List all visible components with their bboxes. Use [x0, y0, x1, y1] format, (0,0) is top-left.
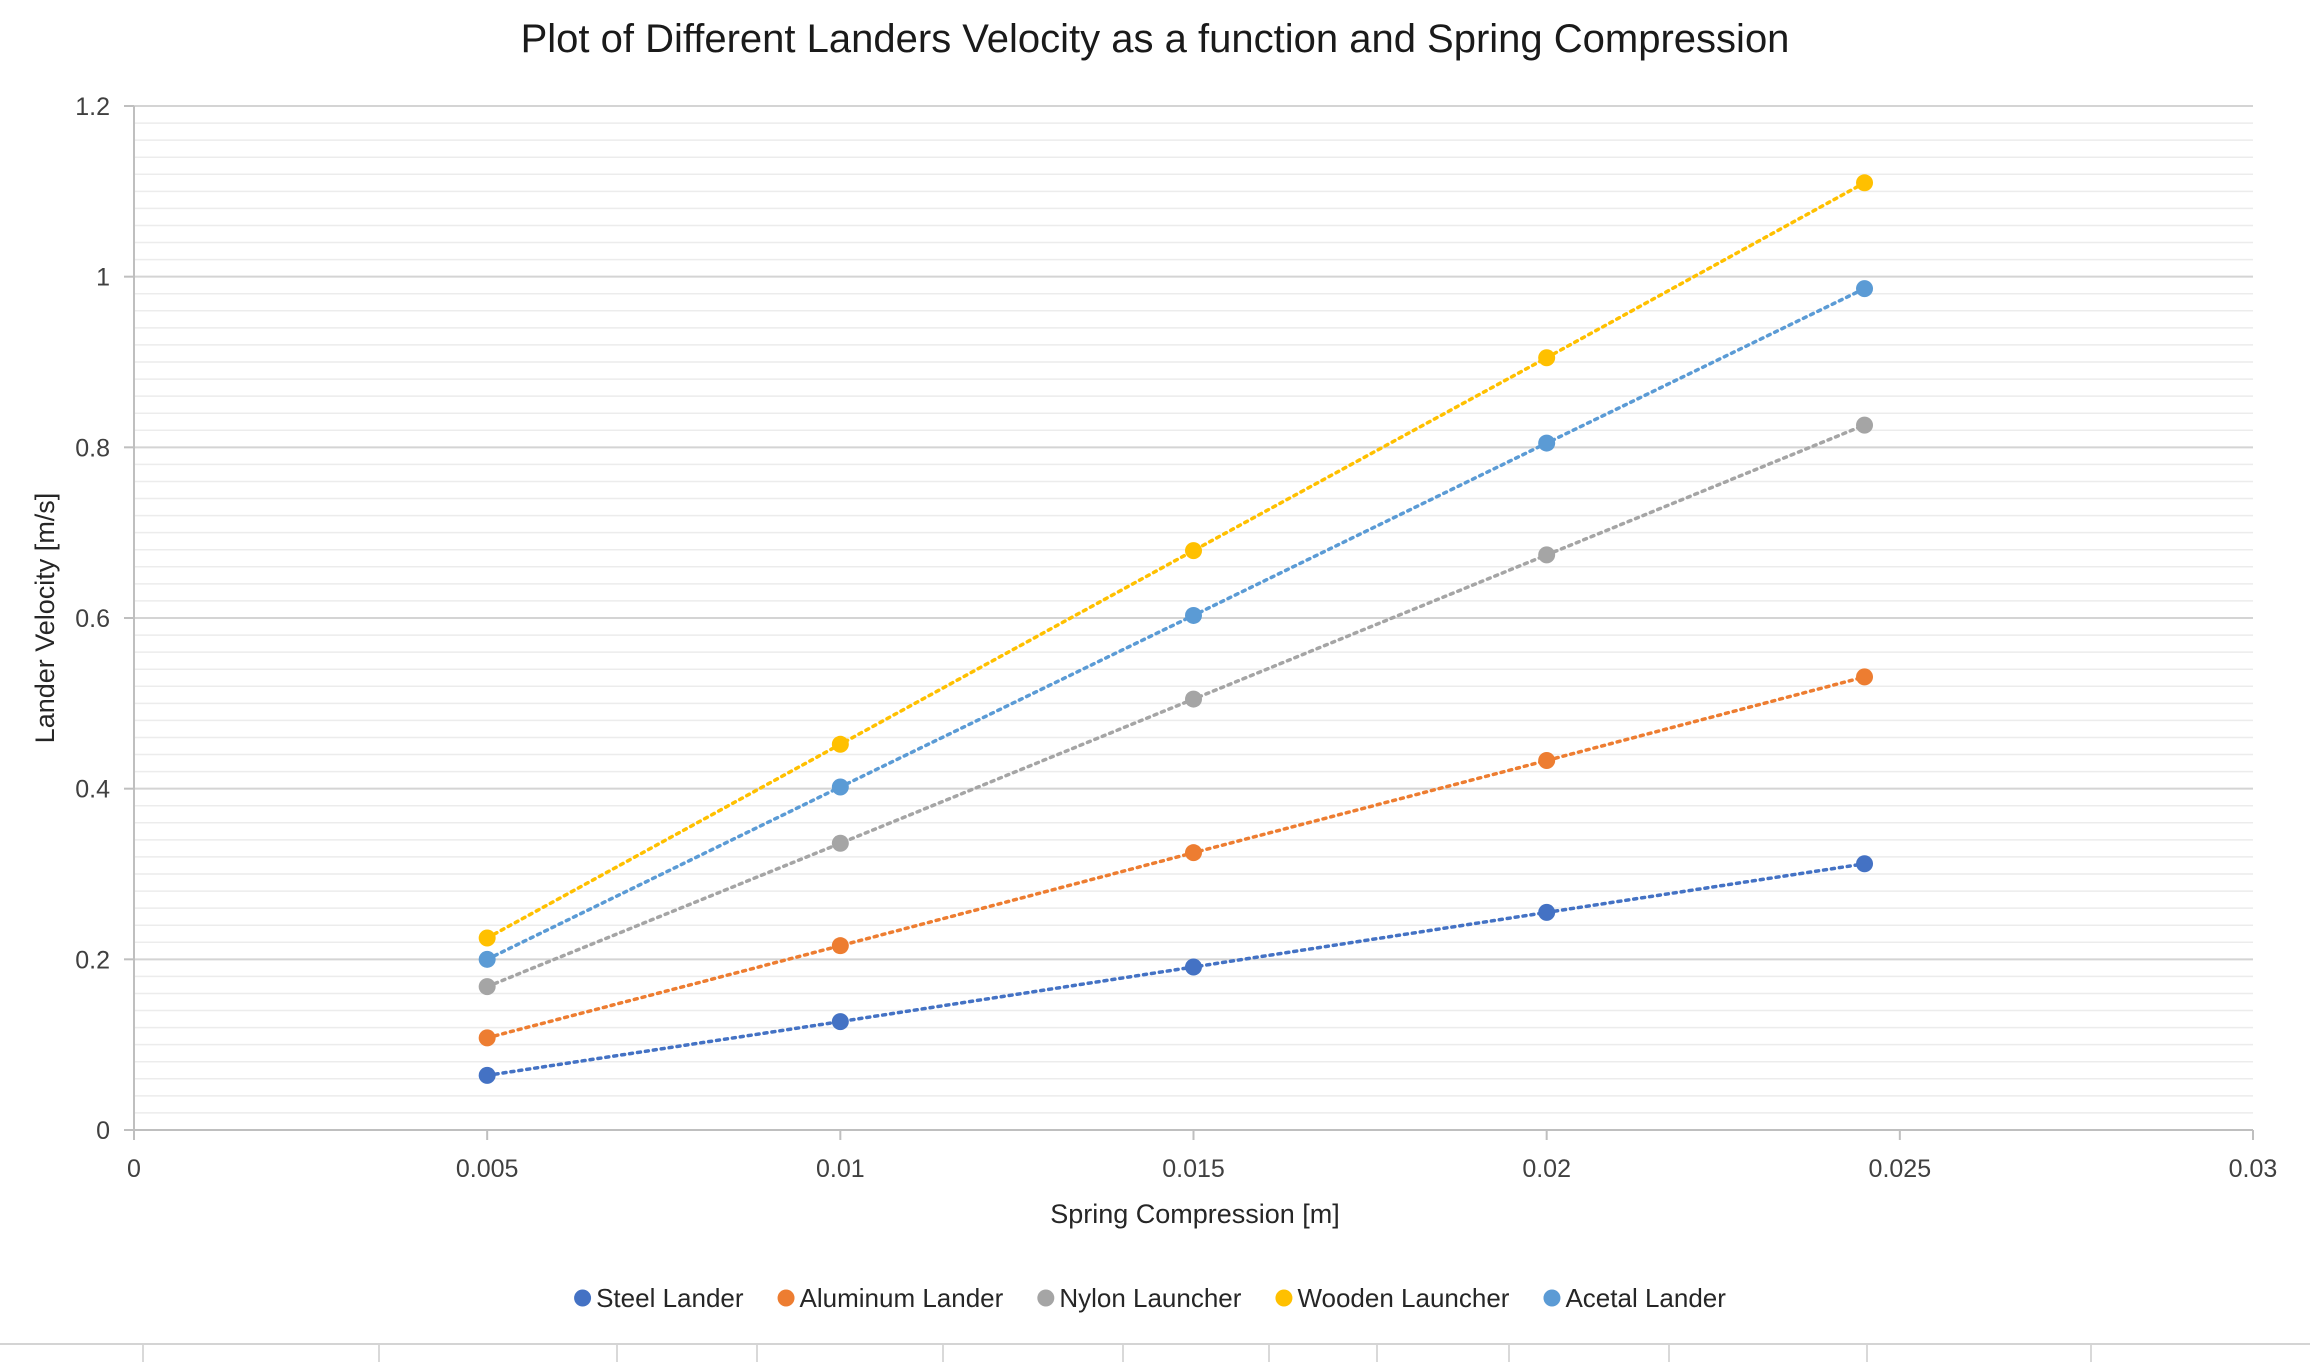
x-tick-label: 0.02: [1522, 1155, 1571, 1183]
data-point-acetal-lander: [478, 950, 496, 968]
data-point-steel-lander: [831, 1013, 849, 1031]
series-lines: [485, 181, 1867, 1078]
legend-item-acetal-lander: Acetal Lander: [1543, 1283, 1726, 1313]
data-point-acetal-lander: [1856, 280, 1874, 298]
data-point-acetal-lander: [1185, 606, 1202, 624]
y-tick-label: 1: [96, 264, 110, 292]
sheet-cell-divider: [1508, 1345, 1510, 1362]
series-line-wooden-launcher: [485, 181, 1867, 940]
x-tick-label: 0: [127, 1155, 141, 1183]
legend-marker-aluminum-lander: [777, 1289, 795, 1307]
data-point-acetal-lander: [831, 778, 849, 796]
data-point-steel-lander: [1185, 958, 1202, 976]
data-point-wooden-launcher: [1856, 174, 1874, 192]
data-point-steel-lander: [478, 1066, 496, 1084]
data-point-wooden-launcher: [1538, 349, 1556, 367]
sheet-cell-divider: [942, 1345, 944, 1362]
data-point-aluminum-lander: [1856, 668, 1874, 686]
sheet-cell-divider: [1668, 1345, 1670, 1362]
y-axis-label: Lander Velocity [m/s]: [30, 493, 60, 744]
legend: Steel Lander Aluminum Lander Nylon Launche…: [574, 1283, 1726, 1313]
x-tick-label: 0.005: [456, 1155, 519, 1183]
data-point-nylon-launcher: [478, 978, 496, 996]
x-axis-label: Spring Compression [m]: [1050, 1199, 1340, 1229]
sheet-cell-divider: [1376, 1345, 1378, 1362]
legend-marker-steel-lander: [574, 1289, 592, 1307]
data-point-aluminum-lander: [1538, 752, 1556, 770]
data-point-nylon-launcher: [831, 834, 849, 852]
legend-item-nylon-launcher: Nylon Launcher: [1037, 1283, 1242, 1313]
y-tick-label: 0.6: [75, 605, 110, 633]
legend-label-steel-lander: Steel Lander: [596, 1283, 744, 1313]
data-point-steel-lander: [1856, 855, 1874, 873]
data-points: [478, 174, 1874, 1084]
x-tick-label: 0.025: [1869, 1155, 1932, 1183]
sheet-cell-divider: [1866, 1345, 1868, 1362]
legend-item-wooden-launcher: Wooden Launcher: [1275, 1283, 1510, 1313]
series-line-steel-lander: [485, 862, 1867, 1078]
y-tick-label: 0.8: [75, 434, 110, 462]
legend-item-aluminum-lander: Aluminum Lander: [777, 1283, 1004, 1313]
legend-label-acetal-lander: Acetal Lander: [1565, 1283, 1726, 1313]
data-point-nylon-launcher: [1856, 416, 1874, 434]
data-point-steel-lander: [1538, 903, 1556, 921]
legend-label-aluminum-lander: Aluminum Lander: [800, 1283, 1004, 1313]
legend-item-steel-lander: Steel Lander: [574, 1283, 744, 1313]
x-tick-label: 0.01: [816, 1155, 865, 1183]
data-point-aluminum-lander: [478, 1029, 496, 1047]
data-point-nylon-launcher: [1538, 546, 1556, 564]
tick-labels: 0 0.2 0.4 0.6 0.8 1 1.2 0 0.005 0.01 0.015 0.02 0.02…: [75, 93, 2277, 1183]
series-line-nylon-launcher: [485, 423, 1867, 989]
legend-marker-nylon-launcher: [1037, 1289, 1055, 1307]
sheet-cell-divider: [142, 1345, 144, 1362]
sheet-cell-divider: [378, 1345, 380, 1362]
gridlines: [134, 105, 2253, 1114]
y-tick-label: 1.2: [75, 93, 110, 121]
x-tick-label: 0.015: [1162, 1155, 1225, 1183]
y-tick-label: 0.2: [75, 946, 110, 974]
y-tick-label: 0: [96, 1117, 110, 1145]
sheet-cell-divider: [756, 1345, 758, 1362]
legend-label-wooden-launcher: Wooden Launcher: [1297, 1283, 1509, 1313]
legend-marker-acetal-lander: [1543, 1289, 1561, 1307]
sheet-cell-divider: [1122, 1345, 1124, 1362]
sheet-cell-divider: [2090, 1345, 2092, 1362]
data-point-nylon-launcher: [1185, 690, 1202, 708]
axes: [124, 105, 2254, 1140]
sheet-cell-divider: [1268, 1345, 1270, 1362]
legend-marker-wooden-launcher: [1275, 1289, 1293, 1307]
data-point-aluminum-lander: [831, 937, 849, 955]
x-tick-label: 0.03: [2229, 1155, 2278, 1183]
sheet-cell-divider: [616, 1345, 618, 1362]
y-tick-label: 0.4: [75, 776, 110, 804]
spreadsheet-row-strip: [0, 1343, 2310, 1362]
data-point-wooden-launcher: [831, 735, 849, 753]
chart-title: Plot of Different Landers Velocity as a …: [521, 17, 1790, 61]
data-point-wooden-launcher: [478, 929, 496, 947]
data-point-acetal-lander: [1538, 434, 1556, 452]
data-point-wooden-launcher: [1185, 542, 1202, 560]
data-point-aluminum-lander: [1185, 844, 1202, 862]
legend-label-nylon-launcher: Nylon Launcher: [1059, 1283, 1241, 1313]
